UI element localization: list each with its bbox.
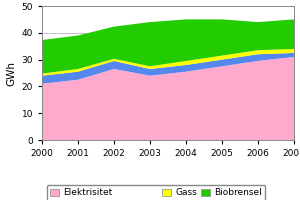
Y-axis label: GWh: GWh <box>6 60 16 86</box>
Legend: Elektrisitet, Petroleumsprodukter, Gass, Biobrensel: Elektrisitet, Petroleumsprodukter, Gass,… <box>46 185 265 200</box>
